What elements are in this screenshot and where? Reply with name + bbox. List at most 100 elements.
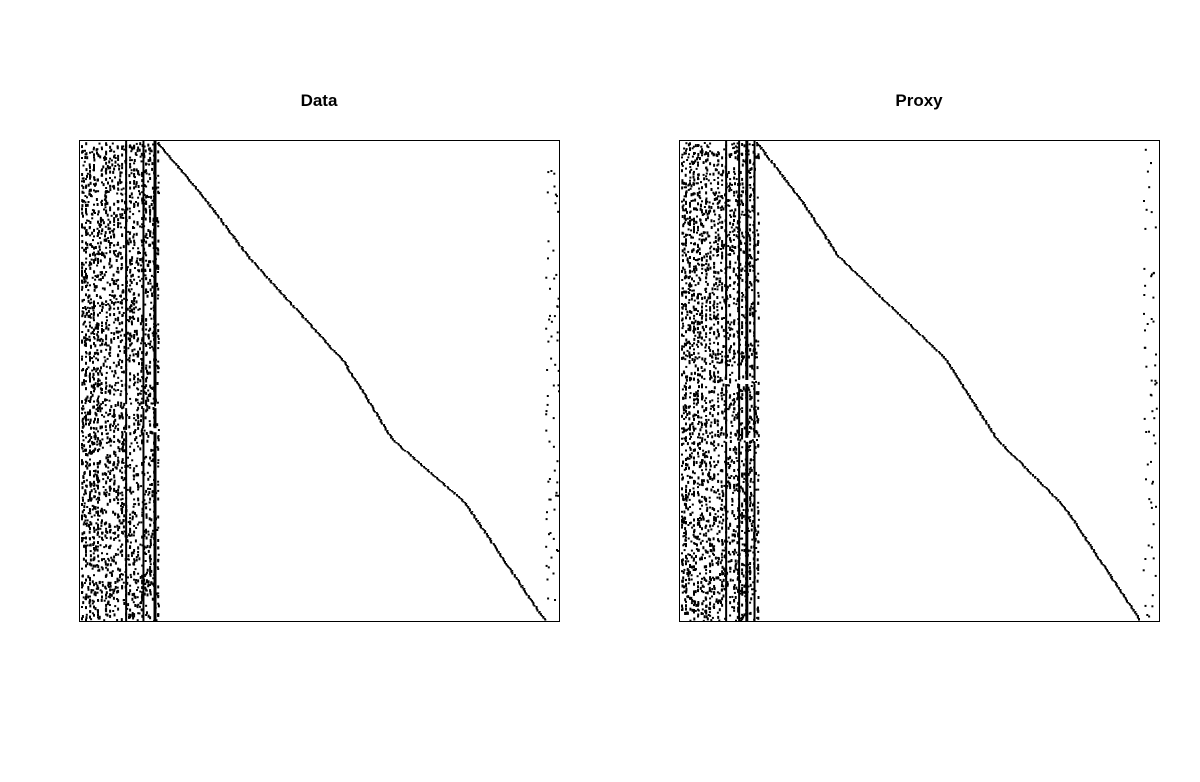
nonzero-entry	[685, 208, 687, 212]
nonzero-entry	[701, 590, 703, 593]
nonzero-entry	[120, 171, 123, 174]
nonzero-entry	[145, 546, 148, 549]
nonzero-entry	[141, 217, 144, 220]
diagonal-entry	[461, 500, 464, 502]
diagonal-entry	[156, 143, 159, 145]
nonzero-entry	[741, 306, 744, 308]
nonzero-entry	[105, 593, 107, 597]
nonzero-entry	[98, 253, 101, 255]
diagonal-entry	[373, 411, 376, 413]
nonzero-entry	[90, 436, 93, 439]
nonzero-entry	[741, 505, 744, 508]
nonzero-entry	[157, 186, 160, 189]
nonzero-entry	[685, 458, 687, 461]
nonzero-entry	[83, 200, 86, 203]
nonzero-entry	[712, 405, 715, 408]
nonzero-entry	[114, 165, 117, 167]
nonzero-entry	[120, 192, 123, 195]
nonzero-entry	[683, 217, 686, 220]
nonzero-entry	[121, 432, 124, 436]
diagonal-entry	[484, 530, 487, 532]
nonzero-entry	[132, 315, 134, 319]
nonzero-entry	[731, 399, 734, 402]
nonzero-entry	[727, 253, 730, 256]
nonzero-entry	[93, 288, 96, 292]
nonzero-entry	[698, 465, 701, 469]
nonzero-entry	[721, 318, 724, 320]
nonzero-entry	[157, 329, 160, 333]
nonzero-entry	[748, 468, 751, 471]
diagonal-entry	[245, 253, 248, 255]
nonzero-entry	[89, 610, 92, 614]
nonzero-entry	[149, 541, 152, 544]
nonzero-entry	[105, 607, 108, 610]
nonzero-entry	[151, 293, 154, 296]
nonzero-entry	[85, 325, 87, 328]
nonzero-entry	[90, 332, 93, 335]
nonzero-entry	[721, 288, 724, 292]
nonzero-entry	[721, 498, 724, 502]
diagonal-entry	[440, 481, 443, 483]
nonzero-entry	[121, 193, 124, 196]
nonzero-entry	[102, 252, 105, 256]
nonzero-entry	[706, 200, 709, 203]
nonzero-entry	[748, 431, 751, 433]
nonzero-entry	[83, 480, 86, 484]
nonzero-entry	[157, 248, 159, 251]
nonzero-entry	[131, 518, 134, 521]
nonzero-entry	[113, 321, 116, 324]
nonzero-entry	[681, 373, 683, 377]
nonzero-entry	[681, 604, 683, 608]
nonzero-entry	[83, 277, 86, 280]
nonzero-entry	[136, 354, 139, 358]
diagonal-entry	[299, 312, 302, 314]
nonzero-entry	[95, 370, 98, 373]
nonzero-entry	[89, 452, 92, 455]
nonzero-entry	[97, 484, 99, 488]
nonzero-entry	[685, 536, 687, 539]
nonzero-entry	[85, 387, 87, 391]
nonzero-entry	[129, 305, 132, 309]
diagonal-entry	[488, 537, 491, 539]
nonzero-entry	[736, 149, 739, 152]
nonzero-entry	[113, 408, 116, 412]
nonzero-entry	[121, 359, 124, 362]
diagonal-entry	[290, 302, 292, 304]
nonzero-entry	[735, 199, 738, 202]
nonzero-entry	[749, 199, 752, 202]
nonzero-entry	[712, 576, 714, 579]
diagonal-entry	[391, 438, 394, 440]
nonzero-entry	[109, 243, 112, 246]
diagonal-entry	[345, 364, 347, 366]
nonzero-entry	[145, 290, 148, 293]
diagonal-entry	[191, 184, 194, 186]
diagonal-entry	[186, 177, 189, 179]
nonzero-entry	[129, 445, 132, 448]
nonzero-entry	[701, 608, 704, 611]
nonzero-entry	[723, 416, 726, 420]
nonzero-entry	[689, 142, 691, 146]
nonzero-entry	[95, 408, 98, 411]
nonzero-entry	[127, 456, 129, 459]
nonzero-entry	[755, 488, 758, 491]
diagonal-entry	[367, 399, 370, 401]
nonzero-entry	[135, 481, 138, 484]
diagonal-entry	[227, 229, 230, 231]
nonzero-entry	[93, 164, 95, 166]
nonzero-entry	[757, 153, 760, 157]
nonzero-entry	[99, 295, 102, 299]
nonzero-entry	[135, 436, 138, 440]
nonzero-entry	[710, 390, 713, 393]
nonzero-entry	[145, 513, 148, 517]
nonzero-entry	[717, 443, 720, 447]
nonzero-entry	[148, 501, 151, 504]
nonzero-entry	[721, 355, 724, 358]
nonzero-entry	[151, 292, 153, 295]
nonzero-entry	[683, 351, 686, 355]
nonzero-entry	[689, 256, 691, 259]
nonzero-entry	[157, 371, 160, 374]
nonzero-entry	[145, 259, 148, 262]
nonzero-entry	[133, 560, 136, 563]
diagonal-entry	[525, 594, 528, 596]
nonzero-entry	[749, 254, 752, 257]
